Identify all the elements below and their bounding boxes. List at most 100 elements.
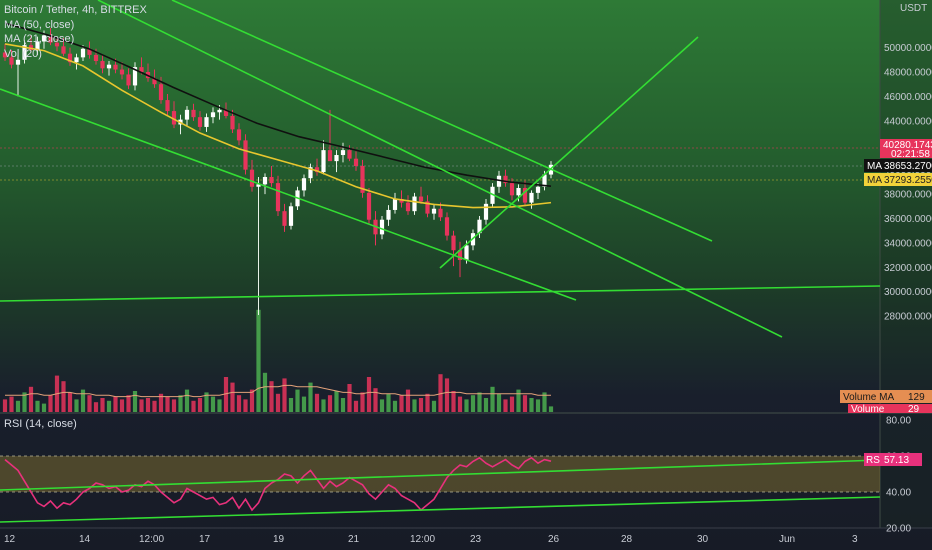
price-tick-label: 30000.00000 xyxy=(884,287,932,298)
price-tick-label: 38000.00000 xyxy=(884,190,932,201)
candle-body xyxy=(379,219,385,235)
candle-body xyxy=(308,167,313,179)
candle-body xyxy=(496,175,502,187)
volume-bar xyxy=(509,396,515,412)
volume-bar xyxy=(191,400,196,412)
candle-body xyxy=(67,53,73,63)
time-tick-label: Jun xyxy=(779,534,795,545)
candle-body xyxy=(197,117,203,127)
ma21-tag-label: MA xyxy=(867,175,882,186)
time-tick-label: 30 xyxy=(697,534,709,545)
candle-body xyxy=(249,169,255,187)
rsi-trendline-upper[interactable] xyxy=(0,459,880,491)
rsi-tag: RSI 57.13 xyxy=(864,453,922,466)
candle-body xyxy=(503,175,508,184)
volume-bar xyxy=(158,393,164,412)
trendline-support-rising[interactable] xyxy=(439,36,699,269)
rsi-legend[interactable]: RSI (14, close) xyxy=(4,418,77,430)
candle-body xyxy=(165,100,170,112)
candle-body xyxy=(360,166,365,193)
volume-bar xyxy=(282,378,287,412)
volume-bar xyxy=(457,396,463,412)
volume-bar xyxy=(301,396,307,412)
volume-bar xyxy=(438,374,443,412)
volume-bar xyxy=(490,386,495,412)
volume-bar xyxy=(80,389,86,412)
volume-bar xyxy=(464,399,469,412)
time-tick-label: 19 xyxy=(273,534,285,545)
candle-body xyxy=(483,203,489,220)
candle-body xyxy=(54,42,60,47)
volume-bar xyxy=(74,399,79,412)
volume-bar xyxy=(22,392,27,412)
volume-bars xyxy=(2,309,554,412)
candle-body xyxy=(451,235,456,251)
time-tick-label: 28 xyxy=(621,534,633,545)
volume-bar xyxy=(412,399,417,412)
candle-body xyxy=(282,211,287,226)
candle-body xyxy=(223,109,229,116)
candle-body xyxy=(126,74,131,86)
candle-body xyxy=(28,45,34,51)
volume-bar xyxy=(132,391,138,412)
volume-bar xyxy=(119,399,125,412)
candle-body xyxy=(457,250,463,261)
candle-body xyxy=(386,209,391,220)
volume-bar xyxy=(503,399,508,412)
volume-bar xyxy=(295,389,300,412)
volume-bar xyxy=(178,395,183,412)
volume-bar xyxy=(425,393,430,412)
volume-bar xyxy=(340,398,346,412)
candle-body xyxy=(74,57,79,63)
volume-bar xyxy=(217,399,222,412)
candle-body xyxy=(392,198,398,210)
price-tick-label: 44000.00000 xyxy=(884,116,932,127)
rsi-tick-label: 80.00 xyxy=(886,416,911,427)
candle-body xyxy=(158,84,164,101)
candle-body xyxy=(314,167,320,173)
candle-body xyxy=(275,183,281,212)
volume-bar xyxy=(41,403,47,412)
volume-bar xyxy=(61,381,66,412)
time-axis: 12 14 12:00 17 19 21 12:00 23 26 28 30 Jun 3 xyxy=(4,534,858,545)
ma50-tag-value: 38653.27001 xyxy=(884,161,932,172)
ma21-tag-value: 37293.25500 xyxy=(884,175,932,186)
volume-bar xyxy=(535,399,541,412)
rsi-trendline-lower[interactable] xyxy=(0,496,880,523)
volume-bar xyxy=(327,395,333,412)
volume-bar xyxy=(496,393,502,412)
candle-body xyxy=(119,69,125,75)
ma21-tag: MA 37293.25500 xyxy=(864,173,932,186)
trendline-horizontal-support[interactable] xyxy=(0,285,880,302)
volume-bar xyxy=(373,388,378,412)
candle-body xyxy=(256,184,261,187)
volume-bar xyxy=(477,392,482,412)
volume-bar xyxy=(210,396,216,412)
trendline-channel-upper[interactable] xyxy=(171,0,713,242)
candle-body xyxy=(22,45,27,60)
volume-bar xyxy=(67,392,73,412)
candle-body xyxy=(366,192,372,220)
price-axis-panel[interactable] xyxy=(880,0,932,528)
volume-bar xyxy=(444,378,450,412)
candle-body xyxy=(217,109,222,113)
candle-body xyxy=(262,176,268,185)
time-tick-label: 26 xyxy=(548,534,560,545)
candle-body xyxy=(132,67,138,86)
volume-bar xyxy=(516,389,521,412)
volume-bar xyxy=(204,392,209,412)
trendline-channel-middle[interactable] xyxy=(97,0,783,338)
candle-body xyxy=(425,201,430,214)
trendline-channel-lower[interactable] xyxy=(0,88,577,301)
candle-body xyxy=(100,61,105,69)
volume-bar xyxy=(15,400,21,412)
time-tick-label: 3 xyxy=(852,534,858,545)
volume-ma-tag-value: 129 xyxy=(908,392,925,403)
time-tick-label: 12:00 xyxy=(139,534,164,545)
volume-bar xyxy=(106,400,112,412)
candle-body xyxy=(412,196,417,212)
volume-bar xyxy=(48,395,53,412)
rsi-tag-label: RSI xyxy=(866,455,883,466)
volume-ma-tag-label: Volume MA xyxy=(843,392,894,403)
